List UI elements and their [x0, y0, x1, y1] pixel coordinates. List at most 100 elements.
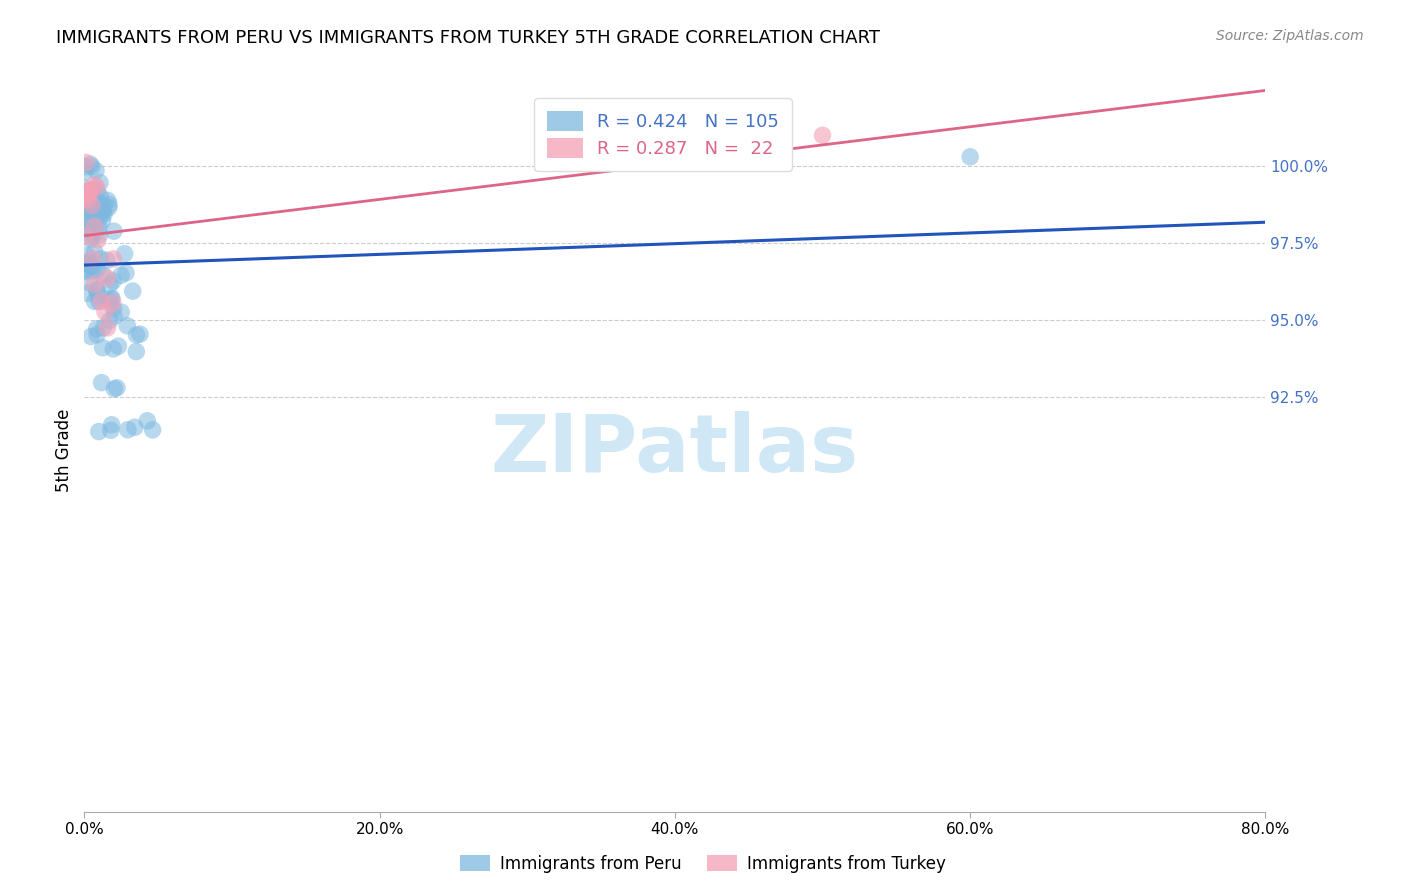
- Point: [114, 246, 136, 260]
- Point: [83, 197, 105, 211]
- Point: [77, 193, 100, 207]
- Point: [80, 160, 103, 174]
- Point: [86, 283, 108, 297]
- Point: [91, 213, 114, 227]
- Point: [103, 310, 125, 324]
- Point: [86, 196, 108, 211]
- Point: [86, 322, 108, 336]
- Point: [83, 194, 105, 208]
- Y-axis label: 5th Grade: 5th Grade: [55, 409, 73, 492]
- Point: [89, 198, 111, 212]
- Point: [87, 425, 110, 439]
- Point: [91, 204, 114, 219]
- Point: [121, 284, 143, 298]
- Point: [83, 244, 105, 259]
- Point: [86, 184, 108, 198]
- Point: [91, 320, 114, 334]
- Point: [80, 196, 103, 211]
- Point: [89, 252, 111, 266]
- Point: [75, 190, 97, 204]
- Point: [101, 274, 124, 288]
- Point: [80, 329, 103, 343]
- Point: [76, 204, 98, 219]
- Point: [82, 204, 104, 219]
- Legend: R = 0.424   N = 105, R = 0.287   N =  22: R = 0.424 N = 105, R = 0.287 N = 22: [534, 98, 792, 170]
- Point: [87, 233, 110, 247]
- Point: [98, 294, 121, 309]
- Point: [103, 252, 125, 266]
- Point: [115, 266, 138, 280]
- Point: [75, 264, 97, 278]
- Point: [103, 301, 125, 316]
- Point: [83, 228, 105, 243]
- Point: [103, 224, 125, 238]
- Point: [83, 223, 105, 237]
- Point: [98, 313, 121, 327]
- Point: [82, 263, 104, 277]
- Point: [76, 194, 98, 209]
- Point: [93, 198, 115, 212]
- Point: [84, 163, 107, 178]
- Point: [101, 291, 124, 305]
- Point: [77, 256, 100, 270]
- Point: [77, 276, 100, 290]
- Point: [89, 176, 111, 190]
- Point: [79, 184, 101, 198]
- Point: [93, 207, 115, 221]
- Point: [97, 201, 120, 215]
- Point: [90, 376, 112, 390]
- Point: [79, 232, 101, 246]
- Point: [96, 253, 118, 268]
- Point: [959, 150, 981, 164]
- Point: [76, 286, 98, 301]
- Point: [82, 183, 104, 197]
- Point: [75, 165, 97, 179]
- Point: [94, 305, 117, 319]
- Point: [77, 185, 100, 199]
- Point: [107, 339, 129, 353]
- Point: [82, 200, 104, 214]
- Point: [75, 206, 97, 220]
- Point: [98, 277, 121, 292]
- Text: IMMIGRANTS FROM PERU VS IMMIGRANTS FROM TURKEY 5TH GRADE CORRELATION CHART: IMMIGRANTS FROM PERU VS IMMIGRANTS FROM …: [56, 29, 880, 46]
- Point: [87, 294, 110, 309]
- Point: [100, 293, 122, 307]
- Point: [80, 259, 103, 273]
- Point: [110, 305, 132, 319]
- Point: [75, 262, 97, 277]
- Point: [80, 259, 103, 273]
- Point: [75, 185, 97, 199]
- Point: [75, 155, 97, 169]
- Point: [76, 211, 98, 226]
- Point: [96, 321, 118, 335]
- Point: [91, 204, 114, 219]
- Point: [86, 179, 108, 194]
- Point: [80, 227, 103, 242]
- Point: [89, 205, 111, 219]
- Text: ZIPatlas: ZIPatlas: [491, 411, 859, 490]
- Point: [117, 318, 139, 333]
- Legend: Immigrants from Peru, Immigrants from Turkey: Immigrants from Peru, Immigrants from Tu…: [454, 848, 952, 880]
- Point: [103, 342, 125, 356]
- Point: [100, 417, 122, 432]
- Point: [89, 227, 111, 242]
- Point: [86, 194, 108, 208]
- Point: [87, 211, 110, 226]
- Point: [75, 229, 97, 244]
- Point: [83, 178, 105, 193]
- Point: [91, 341, 114, 355]
- Point: [87, 288, 110, 302]
- Point: [76, 248, 98, 262]
- Point: [86, 284, 108, 298]
- Point: [103, 382, 125, 396]
- Point: [73, 181, 96, 195]
- Point: [117, 423, 139, 437]
- Point: [79, 197, 101, 211]
- Point: [105, 381, 128, 395]
- Point: [75, 195, 97, 210]
- Point: [125, 328, 148, 343]
- Point: [79, 186, 101, 201]
- Point: [86, 200, 108, 214]
- Point: [82, 252, 104, 266]
- Point: [83, 202, 105, 217]
